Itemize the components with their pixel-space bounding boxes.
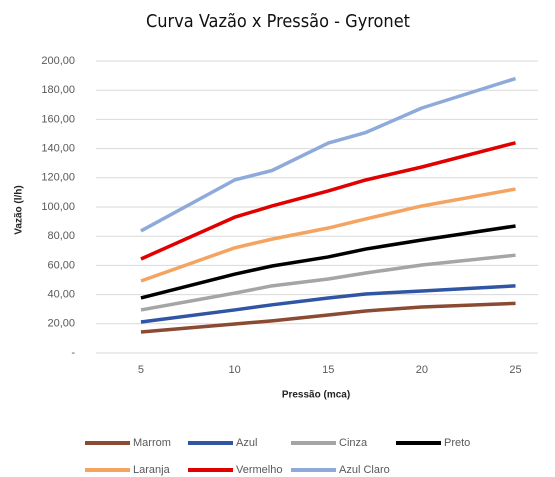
series-line (140, 187, 516, 283)
legend-label: Azul (236, 437, 257, 449)
y-tick-label: 20,00 (47, 318, 75, 330)
y-tick-label: 120,00 (41, 172, 75, 184)
series-line (140, 76, 517, 233)
x-tick-label: 5 (138, 364, 144, 376)
y-tick-label: 100,00 (41, 201, 75, 213)
x-axis-title: Pressão (mca) (282, 390, 350, 401)
series-line (140, 301, 516, 334)
series-line (140, 284, 516, 324)
legend-label: Azul Claro (339, 464, 390, 476)
legend-label: Vermelho (236, 464, 282, 476)
series-line (140, 253, 516, 312)
y-axis-title: Vazão (l/h) (14, 185, 25, 234)
legend-label: Cinza (339, 437, 368, 449)
y-tick-label: 200,00 (41, 55, 75, 67)
legend-label: Preto (444, 437, 470, 449)
y-tick-label: - (71, 347, 75, 359)
y-tick-label: 180,00 (41, 84, 75, 96)
x-tick-label: 15 (322, 364, 334, 376)
y-tick-label: 40,00 (47, 289, 75, 301)
legend-label: Marrom (133, 437, 171, 449)
y-tick-label: 140,00 (41, 143, 75, 155)
x-tick-label: 10 (228, 364, 240, 376)
x-tick-label: 25 (509, 364, 521, 376)
y-tick-label: 60,00 (47, 259, 75, 271)
y-tick-label: 160,00 (41, 113, 75, 125)
y-tick-label: 80,00 (47, 230, 75, 242)
series-line (140, 224, 516, 300)
x-tick-label: 20 (416, 364, 428, 376)
series-line (140, 141, 516, 261)
chart-title: Curva Vazão x Pressão - Gyronet (146, 11, 410, 32)
legend-label: Laranja (133, 464, 171, 476)
